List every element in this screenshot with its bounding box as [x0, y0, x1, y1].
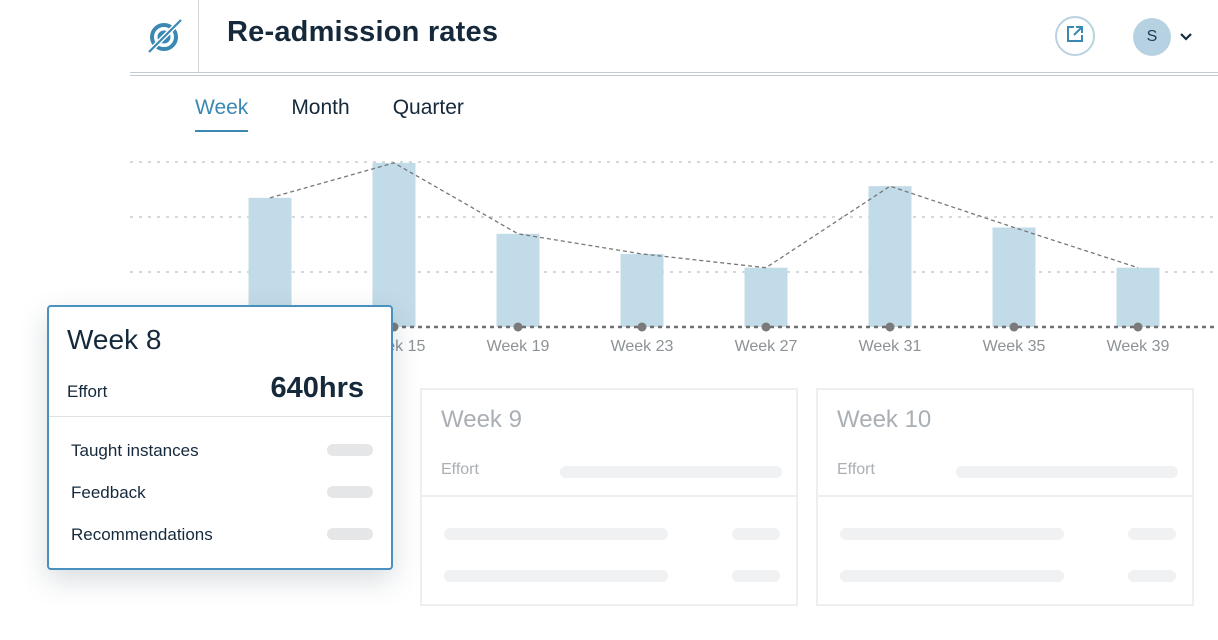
card-divider	[818, 495, 1192, 497]
metric-recommendations: Recommendations	[71, 525, 213, 544]
bar	[744, 267, 788, 327]
week-card-placeholder[interactable]: Week 9 Effort	[420, 388, 798, 606]
x-tick-label: Week 39	[1107, 338, 1170, 355]
bar	[868, 186, 912, 327]
header-border	[130, 72, 1218, 76]
metric-placeholder-bar	[327, 486, 373, 498]
metric-placeholder-bar	[327, 444, 373, 456]
tab-month[interactable]: Month	[291, 96, 350, 119]
week-detail-card[interactable]: Week 8 Effort 640hrs Taught instances Fe…	[47, 305, 393, 570]
axis-point	[1133, 322, 1143, 332]
placeholder-bar	[444, 570, 668, 582]
bar	[496, 233, 540, 327]
effort-placeholder-bar	[956, 466, 1178, 478]
placeholder-bar	[840, 528, 1064, 540]
axis-point	[1009, 322, 1019, 332]
placeholder-bar	[732, 528, 780, 540]
card-title: Week 10	[837, 406, 932, 433]
metric-feedback: Feedback	[71, 483, 146, 502]
placeholder-bar	[444, 528, 668, 540]
chevron-down-icon[interactable]	[1178, 30, 1194, 44]
bar	[372, 162, 416, 327]
week-card-placeholder[interactable]: Week 10 Effort	[816, 388, 1194, 606]
metric-taught-instances: Taught instances	[71, 441, 199, 460]
placeholder-bar	[1128, 528, 1176, 540]
x-tick-label: Week 19	[487, 338, 550, 355]
period-tabs: Week Month Quarter	[195, 96, 464, 132]
card-title: Week 8	[67, 324, 162, 355]
avatar[interactable]: S	[1133, 18, 1171, 56]
external-link-icon	[1065, 24, 1085, 49]
card-title: Week 9	[441, 406, 522, 433]
x-tick-label: Week 31	[859, 338, 922, 355]
tab-quarter[interactable]: Quarter	[392, 96, 464, 119]
card-divider	[49, 416, 391, 417]
external-link-button[interactable]	[1055, 16, 1095, 56]
bar	[992, 227, 1036, 327]
x-tick-label: Week 27	[735, 338, 798, 355]
page-title: Re-admission rates	[227, 16, 499, 48]
card-divider	[422, 495, 796, 497]
trend-line	[269, 162, 1139, 269]
x-tick-label: Week 35	[983, 338, 1046, 355]
effort-value: 640hrs	[270, 372, 364, 404]
axis-point	[885, 322, 895, 332]
effort-placeholder-bar	[560, 466, 782, 478]
axis-point	[637, 322, 647, 332]
x-tick-label: Week 23	[611, 338, 674, 355]
effort-label: Effort	[837, 461, 875, 478]
axis-point	[513, 322, 523, 332]
axis-point	[761, 322, 771, 332]
bar	[620, 253, 664, 327]
placeholder-bar	[840, 570, 1064, 582]
placeholder-bar	[732, 570, 780, 582]
placeholder-bar	[1128, 570, 1176, 582]
effort-label: Effort	[441, 461, 479, 478]
target-orbit-icon	[145, 16, 185, 56]
effort-label: Effort	[67, 382, 108, 401]
header-divider	[198, 0, 199, 72]
metric-placeholder-bar	[327, 528, 373, 540]
tab-week[interactable]: Week	[195, 96, 249, 132]
bar	[1116, 267, 1160, 327]
